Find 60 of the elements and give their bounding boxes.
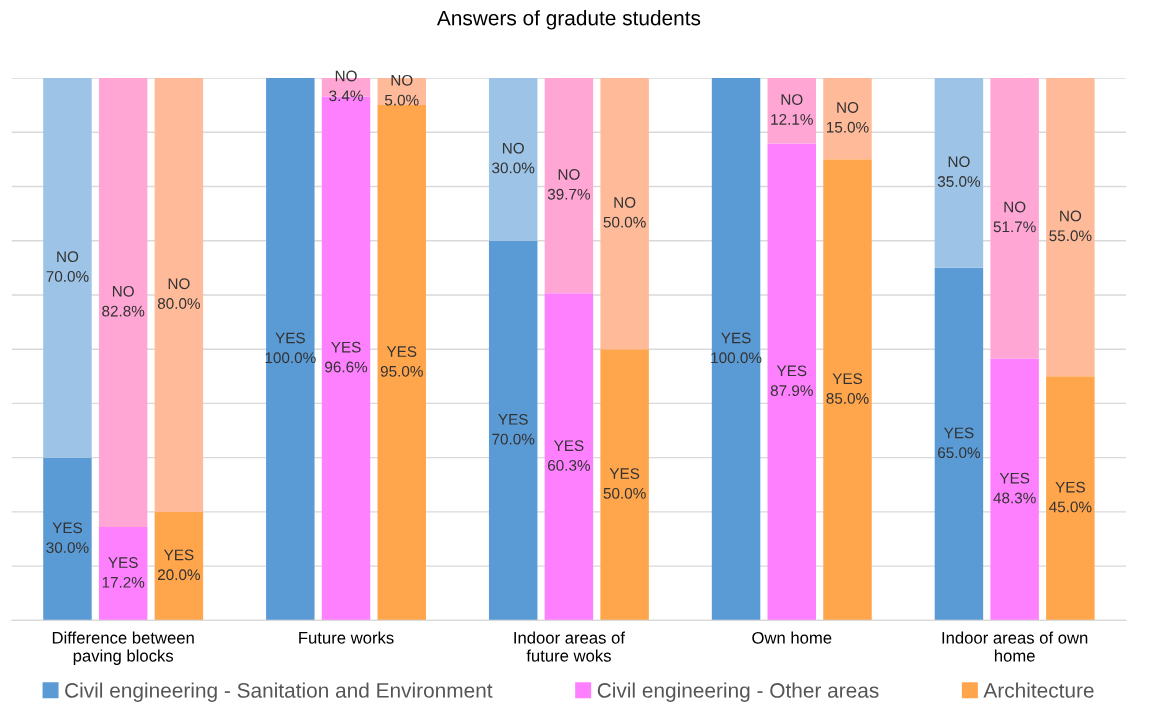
- bar: [98, 527, 148, 621]
- bar: [377, 105, 426, 621]
- data-label: NO 80.0%: [157, 278, 200, 309]
- bar: [544, 293, 594, 621]
- bar: [1046, 376, 1095, 621]
- bar: [43, 77, 92, 458]
- bar: [266, 77, 315, 621]
- data-label: YES 96.6%: [325, 341, 368, 373]
- data-label: NO 51.7%: [993, 201, 1036, 233]
- data-label: YES 70.0%: [492, 413, 535, 445]
- data-label: NO 3.4%: [329, 70, 363, 102]
- bar: [767, 143, 817, 621]
- bar: [934, 77, 984, 268]
- data-label: YES 50.0%: [603, 468, 646, 499]
- x-tick-label: Own home: [752, 631, 832, 644]
- x-tick-label: Indoor areas of future woks: [514, 631, 625, 662]
- legend-label: Architecture: [983, 682, 1094, 698]
- bar: [488, 77, 538, 241]
- data-label: NO 39.7%: [547, 169, 591, 200]
- data-label: YES 65.0%: [938, 427, 981, 459]
- data-label: YES 20.0%: [157, 549, 200, 581]
- bar: [154, 511, 204, 621]
- data-label: NO 70.0%: [46, 251, 89, 282]
- data-label: NO 35.0%: [937, 156, 981, 187]
- bar: [990, 358, 1039, 621]
- bar: [600, 349, 649, 621]
- data-label: YES 85.0%: [826, 373, 869, 404]
- chart-title: Answers of gradute students: [436, 10, 701, 30]
- data-label: YES 87.9%: [770, 365, 813, 396]
- data-label: YES 17.2%: [102, 557, 145, 588]
- data-label: NO 15.0%: [827, 102, 869, 133]
- data-label: YES 45.0%: [1049, 481, 1092, 513]
- x-tick-label: Indoor areas of own home: [942, 631, 1088, 662]
- bar: [600, 77, 649, 350]
- data-label: NO 12.1%: [771, 94, 813, 125]
- data-label: YES 60.3%: [548, 440, 591, 471]
- data-label: YES 30.0%: [46, 522, 89, 554]
- data-label: YES 95.0%: [380, 346, 423, 377]
- bar: [767, 77, 817, 144]
- bar: [990, 77, 1039, 359]
- data-label: NO 30.0%: [492, 142, 535, 174]
- bar: [488, 240, 538, 621]
- bar: [154, 77, 204, 512]
- data-label: NO 5.0%: [384, 74, 419, 106]
- bar: [934, 267, 984, 621]
- bar: [544, 77, 594, 294]
- legend-label: Civil engineering - Sanitation and Environment: [65, 682, 493, 702]
- bar: [711, 77, 761, 621]
- x-tick-label: Difference between paving blocks: [52, 631, 194, 665]
- data-label: YES 48.3%: [993, 472, 1036, 504]
- x-tick-label: Future works: [299, 631, 394, 644]
- bar: [823, 77, 872, 160]
- data-label: NO 82.8%: [102, 285, 145, 317]
- bar: [43, 457, 92, 621]
- legend-label: Civil engineering - Other areas: [597, 682, 879, 702]
- bar: [98, 77, 148, 528]
- data-label: NO 55.0%: [1049, 210, 1092, 242]
- data-label: NO 50.0%: [603, 196, 646, 228]
- bar: [823, 159, 872, 621]
- bar: [1046, 77, 1095, 377]
